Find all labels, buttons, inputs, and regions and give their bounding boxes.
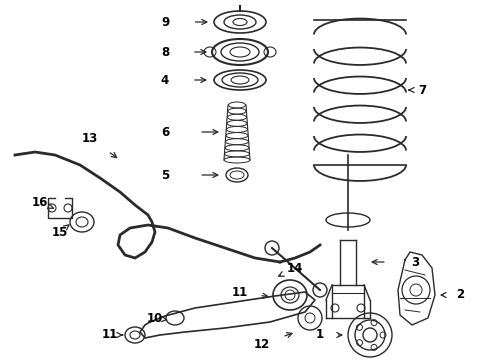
Text: 12: 12 xyxy=(254,338,270,351)
Text: 13: 13 xyxy=(82,131,98,144)
Text: 4: 4 xyxy=(161,73,169,86)
Text: 9: 9 xyxy=(161,15,169,28)
Text: 10: 10 xyxy=(147,311,163,324)
Text: 8: 8 xyxy=(161,45,169,59)
Text: 16: 16 xyxy=(32,195,48,208)
Text: 1: 1 xyxy=(316,328,324,342)
Text: 15: 15 xyxy=(52,225,68,239)
Text: 7: 7 xyxy=(418,84,426,96)
Text: 2: 2 xyxy=(456,288,464,302)
Text: 5: 5 xyxy=(161,168,169,181)
Text: 3: 3 xyxy=(411,256,419,269)
Text: 11: 11 xyxy=(102,328,118,342)
Text: 14: 14 xyxy=(287,261,303,275)
Text: 11: 11 xyxy=(232,287,248,300)
Text: 6: 6 xyxy=(161,126,169,139)
